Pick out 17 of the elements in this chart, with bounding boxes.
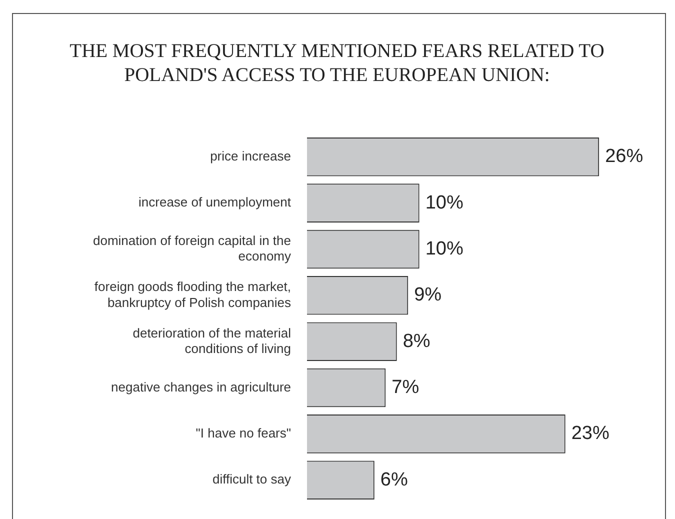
y-tick-label: price increase [210,148,291,164]
y-tick-label: deterioration of the material conditions of living [132,325,292,356]
data-label: 6% [380,469,408,490]
y-tick-label: domination of foreign capital in the economy [92,233,292,264]
y-tick-label: increase of unemployment [138,194,292,210]
y-tick-label: foreign goods flooding the market, bankruptcy of Polish companies [94,279,292,310]
data-label: 7% [392,376,420,398]
data-label: 26% [605,146,644,168]
data-label: 9% [414,284,442,306]
data-label: 10% [425,192,464,214]
data-label: 10% [425,238,464,260]
y-tick-label: negative changes in agriculture [111,379,291,394]
y-tick-label: "I have no fears" [196,426,292,441]
data-label: 8% [402,330,430,352]
y-tick-label: difficult to say [212,472,292,487]
chart-title: THE MOST FREQUENTLY MENTIONED FEARS RELATED TO POLAND'S ACCESS TO THE EUROPEAN UNION: [68,40,606,88]
data-label: 23% [571,423,610,444]
